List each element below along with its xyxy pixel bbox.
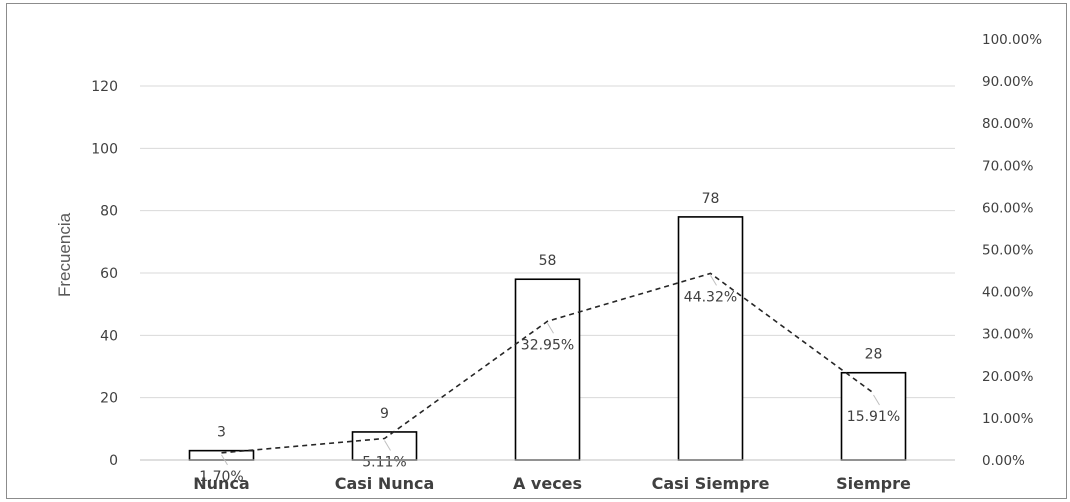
bar-1 <box>351 431 418 461</box>
gridlines <box>140 85 955 399</box>
y2-tick-label: 0.00% <box>982 453 1025 469</box>
leader-line <box>547 323 554 334</box>
leader-line <box>873 394 880 406</box>
y-tick-label: 60 <box>100 266 118 282</box>
y2-tick-label: 70.00% <box>982 158 1034 174</box>
x-tick-label: A veces <box>513 474 582 493</box>
bar-value-label: 28 <box>865 347 883 363</box>
axes: 0 20 40 60 80 100 120 0.00% 10.00% 20.00% 30.00% 40… <box>91 32 1042 493</box>
percentage-label: 15.91% <box>847 409 900 425</box>
y2-tick-label: 20.00% <box>982 369 1034 385</box>
y-axis-label: Frecuencia <box>55 212 74 297</box>
x-tick-label: Siempre <box>836 474 911 493</box>
percentage-label: 44.32% <box>684 289 737 305</box>
bar-value-label: 58 <box>539 253 557 269</box>
percentage-series-line <box>221 272 874 454</box>
y-tick-label: 120 <box>91 79 118 95</box>
y-tick-label: 100 <box>91 141 118 157</box>
percentage-label: 32.95% <box>521 337 574 353</box>
leader-line <box>384 440 391 451</box>
y-tick-label: 0 <box>109 453 118 469</box>
y2-tick-label: 50.00% <box>982 243 1034 259</box>
y2-tick-label: 10.00% <box>982 411 1034 427</box>
y2-tick-label: 90.00% <box>982 74 1034 90</box>
bar-value-label: 78 <box>702 191 720 207</box>
y2-tick-label: 100.00% <box>982 32 1042 48</box>
y-tick-label: 20 <box>100 391 118 407</box>
y2-tick-label: 60.00% <box>982 200 1034 216</box>
leader-line <box>710 275 717 286</box>
y2-tick-label: 40.00% <box>982 285 1034 301</box>
x-tick-label: Nunca <box>193 474 249 493</box>
data-labels: 3 9 58 78 28 1.70% 5.11% 32.95% 44.32% 15.91% <box>199 191 900 485</box>
y-tick-label: 40 <box>100 328 118 344</box>
x-tick-label: Casi Nunca <box>335 474 435 493</box>
percentage-label: 1.70% <box>199 469 243 485</box>
bar-value-label: 3 <box>217 425 226 441</box>
bar-4 <box>840 371 907 461</box>
bar-value-label: 9 <box>380 406 389 422</box>
y2-tick-label: 30.00% <box>982 327 1034 343</box>
bar-2 <box>514 278 581 461</box>
y-tick-label: 80 <box>100 204 118 220</box>
percentage-label: 5.11% <box>362 454 406 470</box>
bar-3 <box>677 216 744 461</box>
bars <box>188 216 907 461</box>
y2-tick-label: 80.00% <box>982 116 1034 132</box>
x-tick-label: Casi Siempre <box>652 474 770 493</box>
percentage-line <box>221 272 874 454</box>
